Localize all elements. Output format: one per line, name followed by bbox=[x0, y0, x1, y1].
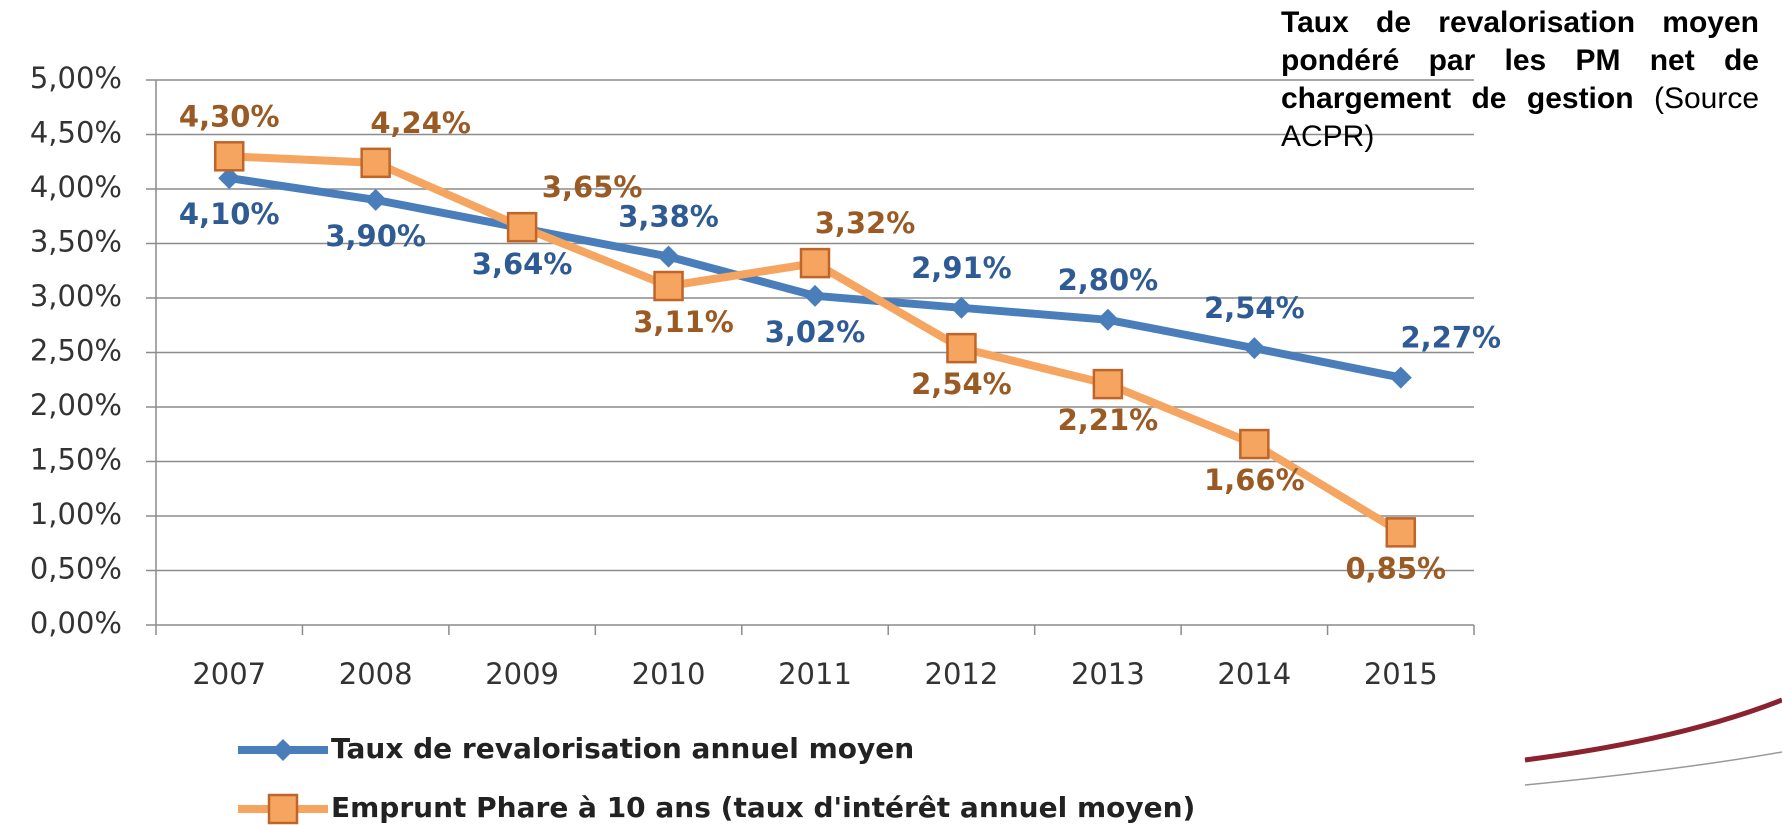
x-tick-label: 2011 bbox=[778, 657, 852, 691]
legend-marker bbox=[272, 739, 294, 761]
data-point bbox=[213, 141, 245, 172]
data-point bbox=[1239, 428, 1270, 460]
data-point bbox=[804, 284, 826, 307]
y-tick-label: 0,00% bbox=[30, 606, 122, 640]
legend-label: Taux de revalorisation annuel moyen bbox=[331, 732, 914, 765]
data-label: 2,21% bbox=[1058, 403, 1159, 437]
data-label: 3,38% bbox=[618, 200, 719, 234]
data-label: 1,66% bbox=[1204, 463, 1305, 497]
y-tick-label: 5,00% bbox=[30, 61, 122, 95]
data-label: 4,10% bbox=[179, 197, 280, 231]
data-label: 2,54% bbox=[911, 367, 1012, 401]
data-label: 3,64% bbox=[472, 247, 573, 281]
data-point bbox=[950, 296, 973, 319]
data-label: 2,80% bbox=[1058, 263, 1159, 297]
y-tick-label: 4,00% bbox=[30, 170, 122, 204]
data-label: 3,90% bbox=[325, 219, 426, 253]
x-tick-label: 2007 bbox=[192, 657, 266, 691]
x-tick-label: 2013 bbox=[1071, 657, 1145, 691]
chart-title: Taux de revalorisation moyen pondéré par… bbox=[1281, 6, 1759, 115]
data-label: 3,65% bbox=[542, 170, 643, 204]
data-point bbox=[946, 332, 977, 364]
data-label: 3,32% bbox=[815, 206, 916, 240]
data-point bbox=[1243, 337, 1266, 360]
y-tick-label: 1,00% bbox=[30, 497, 122, 531]
data-label: 4,30% bbox=[179, 99, 280, 133]
y-tick-label: 2,50% bbox=[30, 334, 122, 368]
data-point bbox=[506, 211, 538, 243]
data-point bbox=[657, 245, 680, 268]
source: (Source ACPR) bbox=[1281, 82, 1759, 153]
data-label: 4,24% bbox=[370, 106, 471, 140]
data-label: 2,91% bbox=[911, 251, 1012, 285]
data-label: 3,11% bbox=[633, 305, 734, 339]
data-label: 2,54% bbox=[1204, 291, 1305, 325]
x-tick-label: 2015 bbox=[1364, 657, 1438, 691]
chart-note: Taux de revalorisation moyen pondéré par… bbox=[1281, 4, 1759, 156]
data-point bbox=[1385, 517, 1417, 548]
data-point bbox=[1092, 368, 1124, 400]
legend-label: Emprunt Phare à 10 ans (taux d'intérêt a… bbox=[331, 791, 1195, 824]
x-tick-label: 2012 bbox=[925, 657, 999, 691]
data-label: 2,27% bbox=[1400, 321, 1501, 355]
data-point bbox=[653, 270, 684, 302]
x-tick-label: 2010 bbox=[632, 657, 706, 691]
y-tick-label: 2,00% bbox=[30, 388, 122, 422]
data-label: 3,02% bbox=[765, 315, 866, 349]
data-label: 0,85% bbox=[1345, 551, 1446, 585]
y-tick-label: 3,00% bbox=[30, 279, 122, 313]
y-tick-label: 1,50% bbox=[30, 443, 122, 477]
data-point bbox=[364, 188, 387, 211]
data-point bbox=[218, 167, 241, 190]
legend-marker bbox=[267, 793, 299, 825]
data-point bbox=[1389, 366, 1412, 389]
decor-curve bbox=[1524, 697, 1782, 763]
data-point bbox=[799, 247, 831, 279]
y-tick-label: 4,50% bbox=[30, 116, 122, 150]
x-tick-label: 2009 bbox=[485, 657, 559, 691]
y-tick-label: 3,50% bbox=[30, 225, 122, 259]
x-tick-label: 2014 bbox=[1217, 657, 1291, 691]
y-tick-label: 0,50% bbox=[30, 552, 122, 586]
x-tick-label: 2008 bbox=[339, 657, 413, 691]
data-point bbox=[360, 147, 391, 179]
data-point bbox=[1096, 308, 1119, 331]
decor-curve bbox=[1524, 751, 1782, 786]
